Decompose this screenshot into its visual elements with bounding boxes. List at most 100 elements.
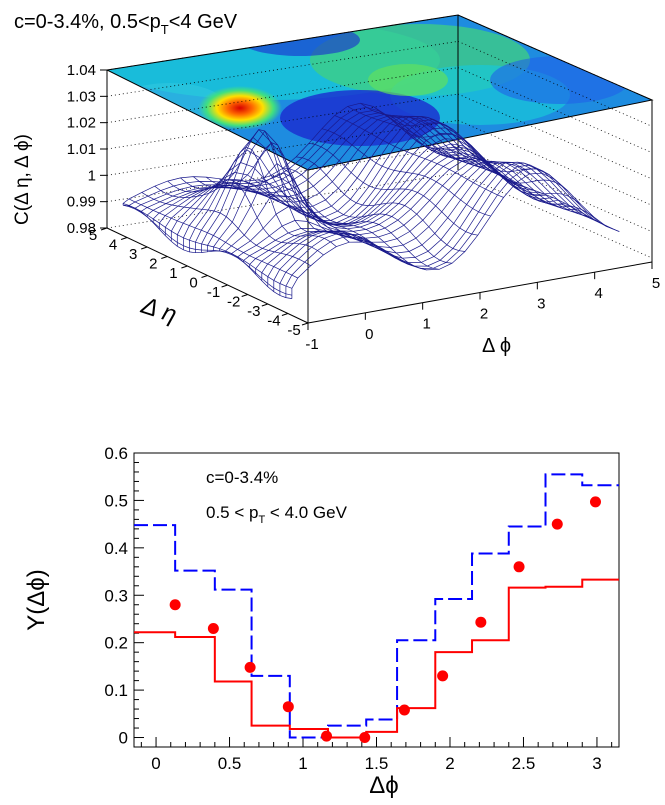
mesh-line [450,149,620,232]
surface-panel: c=0-3.4%, 0.5<pT<4 GeV 1.04 1.03 1 [12,11,660,357]
eta-tick-label: -4 [267,313,280,330]
solid-histogram [134,578,619,739]
y-tick-label: 0.6 [104,444,128,463]
dashed-histogram [134,473,619,739]
eta-tick-label: -5 [287,322,300,339]
y-axis-label: Y(Δϕ) [23,569,50,630]
phi-tick-label: 3 [537,295,545,312]
z-tick-label: 1.03 [67,88,96,105]
data-point [207,622,219,634]
mesh-line [231,180,401,260]
eta-tick-label: 0 [189,275,197,292]
x-tick-label: 1 [298,754,307,773]
eta-tick-label: -1 [207,284,220,301]
eta-tick-label: 3 [129,246,137,263]
phi-tick-label: 0 [365,326,373,343]
mesh-line [213,142,541,252]
contour-map [107,15,652,170]
surface-title-main: c=0-3.4%, 0.5<p [14,11,161,33]
data-point [321,730,333,742]
z-tick-label: 1.04 [67,62,96,79]
mesh-line [225,152,554,253]
surface-title: c=0-3.4%, 0.5<pT<4 GeV [14,11,238,37]
annotation-pt-sub: T [258,514,265,526]
mesh-line [257,179,427,271]
near-side-peak [198,86,282,130]
phi-tick-label: 5 [652,275,660,292]
y-tick-label: 0 [119,729,128,748]
mesh-line [360,102,530,175]
phi-tick-label: 2 [480,306,488,323]
eta-tick-label: -3 [247,303,260,320]
mesh-line [193,142,363,243]
data-point [589,496,601,508]
mesh-line [296,156,466,252]
surface-title-sub: T [161,22,169,37]
y-tick-label: 0.4 [104,539,128,558]
mesh-line [308,142,478,236]
eta-tick-label: 2 [149,256,157,273]
z-tick-label: 0.99 [67,194,96,211]
x-tick-label: 2 [445,754,454,773]
mesh-line [244,180,414,267]
annotation-pt-pre: 0.5 < p [206,503,258,522]
z-tick-label: 1.02 [67,115,96,132]
mesh-line [373,106,543,174]
data-point [551,518,563,530]
data-point [513,561,525,573]
mesh-line [270,175,440,270]
x-tick-label: 1.5 [365,754,389,773]
x-axis-label: Δϕ [369,772,398,799]
x-tick-label: 0 [151,754,160,773]
y-tick-label: 0.3 [104,586,128,605]
phi-tick-label: 4 [594,285,602,302]
mesh-line [255,161,584,275]
z-gridlines [106,14,653,259]
x-tick-label: 2.5 [512,754,536,773]
eta-tick-label: -2 [227,294,240,311]
mesh-line [334,115,504,198]
y-tick-label: 0.5 [104,491,128,510]
mesh-line [385,114,556,180]
eta-tick-label: 1 [169,265,177,282]
y-axis: 0 0.1 0.2 0.3 0.4 0.5 0.6 [104,444,144,748]
data-point [359,732,371,744]
annotation-centrality: c=0-3.4% [206,468,278,487]
surface-title-tail: <4 GeV [169,11,238,33]
annotation-pt-post: < 4.0 GeV [265,503,347,522]
data-point [282,701,294,713]
data-point [244,661,256,673]
annotation-pt-range: 0.5 < pT < 4.0 GeV [206,503,348,526]
y-tick-label: 0.2 [104,634,128,653]
phi-axis-label: Δ ϕ [482,335,511,357]
z-tick-label: 1.01 [67,141,96,158]
mesh-line [261,161,590,281]
mesh-line [167,146,337,247]
data-point [437,670,449,682]
z-axis-label: C(Δ η, Δ ϕ) [12,134,33,225]
mesh-line [218,178,388,253]
z-tick-label: 1 [88,167,96,184]
data-points [169,496,601,744]
dashed-step-line [134,473,619,739]
mesh-line [283,167,453,264]
mesh-line [154,182,324,256]
data-point [169,599,181,611]
yield-panel: 00.10.20.30.40.50.6 0 0.5 1 1.5 2 2.5 3 Y(Δϕ) … [23,444,620,799]
x-tick-label: 3 [592,754,601,773]
phi-axis: -1 0 1 2 3 4 5 [305,262,660,353]
mesh-line [437,149,607,227]
phi-tick-label: 1 [422,316,430,333]
mesh-line [231,155,560,255]
x-axis: 0 0.5 1 1.5 2 2.5 3 [140,737,613,773]
eta-tick-label: 4 [109,237,117,254]
eta-tick-label: 5 [89,227,97,244]
mesh-line [122,203,293,289]
x-tick-label: 0.5 [218,754,242,773]
solid-step-line [134,578,619,739]
mesh-line [141,192,311,267]
data-point [398,704,410,716]
phi-tick-label: -1 [305,336,318,353]
